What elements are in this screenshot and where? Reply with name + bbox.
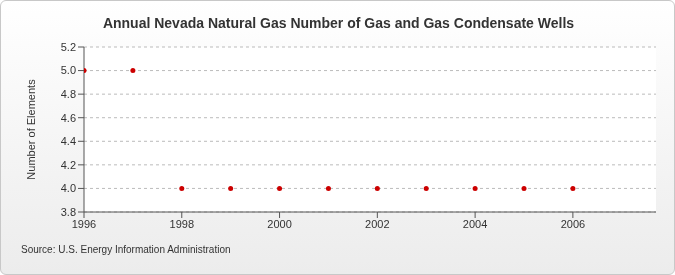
- svg-text:4.6: 4.6: [61, 112, 76, 124]
- svg-text:1998: 1998: [170, 218, 194, 230]
- svg-text:4.8: 4.8: [61, 88, 76, 100]
- svg-text:4.4: 4.4: [61, 135, 76, 147]
- svg-text:4.2: 4.2: [61, 159, 76, 171]
- svg-text:1996: 1996: [72, 218, 96, 230]
- svg-text:2006: 2006: [561, 218, 585, 230]
- svg-text:Number of Elements: Number of Elements: [25, 79, 37, 180]
- svg-text:3.8: 3.8: [61, 206, 76, 218]
- svg-text:4.0: 4.0: [61, 182, 76, 194]
- svg-text:2002: 2002: [365, 218, 389, 230]
- svg-text:5.0: 5.0: [61, 64, 76, 76]
- svg-text:2000: 2000: [267, 218, 291, 230]
- html-text:Annual Nevada Natural Gas Numb: Annual Nevada Natural Gas Number of Gas …: [102, 15, 575, 31]
- html-text:Source: U.S. Energy Informatio: Source: U.S. Energy Information Administ…: [21, 244, 231, 255]
- svg-text:2004: 2004: [463, 218, 487, 230]
- svg-text:5.2: 5.2: [61, 41, 76, 53]
